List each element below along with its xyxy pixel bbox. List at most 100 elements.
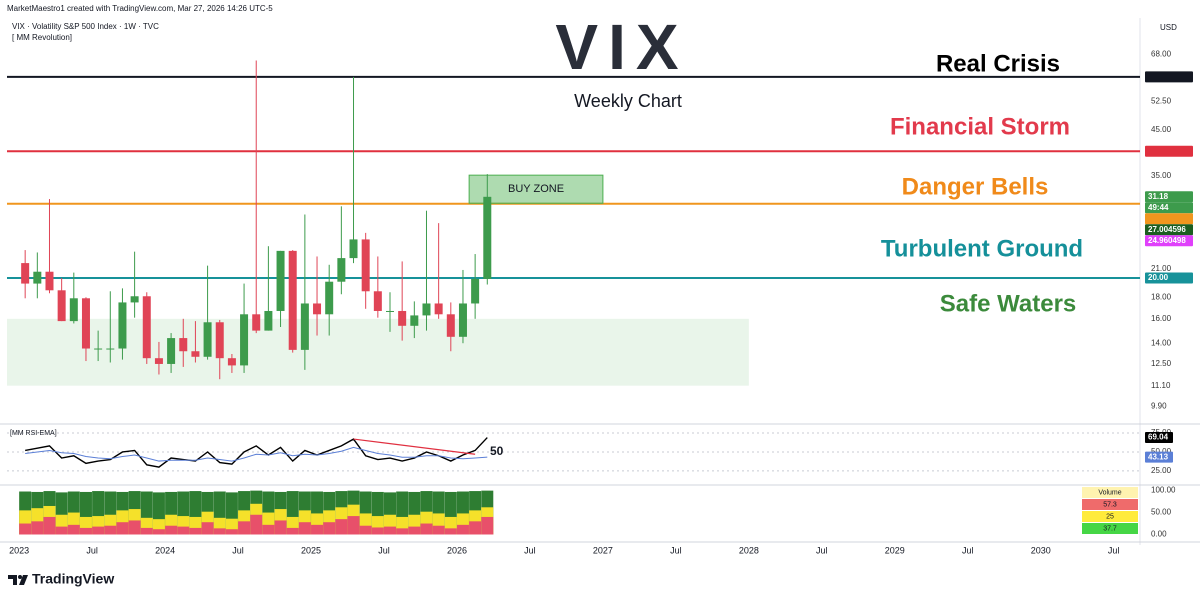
table-value: 57.3 (1103, 501, 1117, 508)
volume-bar (19, 523, 32, 535)
price-label-box (1145, 451, 1173, 463)
volume-bar (177, 526, 190, 535)
candle-body (410, 315, 419, 326)
chart-subtitle: Weekly Chart (574, 91, 682, 111)
zone-annotation: Real Crisis (936, 50, 1060, 77)
volume-bar (396, 528, 409, 535)
chart-title: VIX (555, 11, 688, 83)
volume-bar (67, 524, 80, 535)
brand: TradingView (32, 571, 114, 587)
table-cell (1082, 523, 1138, 534)
candle-body (446, 314, 455, 337)
volume-bar (456, 524, 469, 535)
volume-bar (432, 525, 445, 535)
volume-bar (444, 528, 457, 535)
zone-annotation: Safe Waters (940, 290, 1077, 317)
y-tick-label: 50.00 (1151, 508, 1172, 517)
volume-bar (469, 521, 482, 535)
volume-bar (213, 528, 226, 535)
x-tick-label: 2027 (593, 545, 613, 555)
table-title: Volume (1098, 489, 1121, 496)
volume-bar (262, 524, 275, 535)
price-label-box (1145, 235, 1193, 247)
rsi-line (25, 446, 488, 462)
candle-body (434, 303, 443, 315)
candle-body (264, 310, 273, 331)
candle-body (118, 302, 127, 349)
price-label: 69.04 (1148, 433, 1169, 442)
candle-body (276, 250, 285, 311)
x-tick-label: Jul (524, 545, 536, 555)
y-tick-label: 14.00 (1151, 338, 1172, 347)
volume-bar (55, 514, 68, 535)
candle-body (94, 348, 103, 350)
x-tick-label: 2026 (447, 545, 467, 555)
candle-body (191, 351, 200, 357)
x-tick-label: Jul (962, 545, 974, 555)
y-tick-label: 35.00 (1151, 171, 1172, 180)
price-label-box (1145, 224, 1193, 236)
x-tick-label: Jul (86, 545, 98, 555)
candle-body (337, 258, 346, 282)
volume-bar (481, 516, 494, 535)
candle-body (227, 358, 236, 366)
table-value: 37.7 (1103, 525, 1117, 532)
candle-body (203, 322, 212, 357)
candle-body (398, 310, 407, 326)
y-tick-label: 25.00 (1151, 466, 1172, 475)
candle-body (179, 338, 188, 352)
zone-annotation: Turbulent Ground (881, 235, 1083, 262)
candle-body (130, 296, 139, 303)
price-label: 31.18 (1148, 192, 1169, 201)
pane-title: [MM RSI-EMA] (10, 430, 57, 437)
candle-body (69, 298, 78, 322)
volume-bar (408, 526, 421, 535)
candle-body (483, 196, 492, 279)
candle-body (349, 239, 358, 259)
volume-bar (152, 529, 165, 535)
price-label-box (1145, 145, 1193, 157)
volume-bar (31, 521, 44, 535)
price-label: 20.00 (1148, 273, 1169, 282)
logo-dot (18, 575, 22, 579)
y-tick-label: 100.00 (1151, 486, 1176, 495)
indicator-name: [ MM Revolution] (12, 33, 72, 42)
logo (8, 575, 28, 585)
x-tick-label: Jul (816, 545, 828, 555)
x-tick-label: 2023 (9, 545, 29, 555)
volume-bar (189, 527, 202, 535)
volume-bar (323, 522, 336, 535)
x-tick-label: 2029 (885, 545, 905, 555)
volume-bar (116, 522, 129, 535)
volume-bar (298, 522, 311, 535)
volume-bar (311, 524, 324, 535)
y-tick-label: 12.50 (1151, 359, 1172, 368)
volume-bar (286, 527, 299, 535)
volume-bar (140, 527, 153, 535)
price-label: 49:44 (1148, 203, 1169, 212)
volume-bar (335, 519, 348, 535)
candle-body (458, 303, 467, 337)
y-tick-label: 18.00 (1151, 292, 1172, 301)
price-label-box (1145, 202, 1193, 214)
candle-body (45, 271, 54, 291)
candle-body (471, 278, 480, 304)
volume-bar (79, 527, 92, 535)
volume-bar (225, 529, 238, 535)
currency: USD (1160, 23, 1177, 32)
candle-body (154, 358, 163, 364)
volume-bar (250, 514, 263, 535)
price-label-box (1145, 191, 1193, 203)
x-tick-label: Jul (1108, 545, 1120, 555)
x-tick-label: Jul (232, 545, 244, 555)
candle-body (373, 291, 382, 311)
volume-bar (43, 516, 56, 535)
y-tick-label: 68.00 (1151, 49, 1172, 58)
candle-body (313, 303, 322, 315)
candle-body (361, 239, 370, 292)
price-label: 24.960498 (1148, 236, 1186, 245)
volume-bar (55, 492, 68, 535)
x-tick-label: 2024 (155, 545, 175, 555)
volume-bar (92, 526, 105, 535)
